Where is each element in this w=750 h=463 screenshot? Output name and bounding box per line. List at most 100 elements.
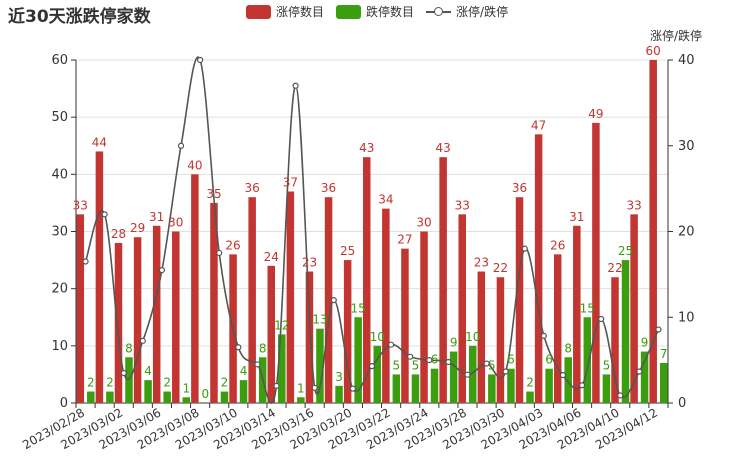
ratio-point (445, 358, 452, 366)
ratio-point (139, 337, 146, 344)
data-label-limit-down: 13 (312, 313, 327, 327)
data-label-limit-up: 26 (225, 238, 240, 252)
bar-limit-up (496, 277, 505, 403)
legend-label-limit-up: 涨停数目 (276, 5, 325, 19)
bar-limit-up (630, 214, 638, 403)
data-label-limit-up: 30 (168, 216, 183, 230)
legend-item-ratio[interactable]: 涨停/跌停 (426, 3, 508, 20)
bar-limit-down (316, 328, 324, 403)
bar-limit-down (659, 362, 668, 403)
bar-limit-up (210, 202, 218, 403)
bar-limit-up (515, 197, 524, 403)
y-left-tick-label: 10 (51, 339, 68, 354)
bar-limit-up (267, 265, 276, 403)
ratio-point (521, 245, 528, 252)
data-label-limit-down: 9 (641, 336, 649, 350)
bar-limit-up (534, 134, 543, 404)
bar-limit-down (220, 391, 229, 403)
bar-limit-up (592, 122, 600, 403)
data-label-limit-down: 1 (182, 381, 190, 395)
data-label-limit-down: 15 (351, 301, 366, 315)
bar-limit-up (401, 248, 409, 403)
ratio-point (349, 385, 357, 392)
data-label-limit-up: 36 (321, 181, 336, 195)
bar-limit-down (335, 385, 343, 403)
data-label-limit-up: 25 (340, 244, 355, 258)
y-right-tick-label: 40 (678, 53, 695, 68)
data-label-limit-up: 43 (435, 141, 450, 155)
ratio-point (292, 82, 299, 89)
ratio-point (407, 353, 414, 360)
bar-limit-up (95, 151, 104, 403)
bar-limit-down (449, 351, 458, 403)
data-label-limit-up: 23 (474, 256, 489, 270)
ratio-point (559, 372, 567, 379)
data-label-limit-up: 44 (92, 135, 107, 149)
ratio-point (273, 382, 280, 389)
bar-limit-down (392, 374, 401, 403)
data-label-limit-up: 31 (149, 210, 164, 224)
data-label-limit-down: 10 (465, 330, 480, 344)
bar-limit-down (640, 351, 649, 403)
bar-limit-up (76, 214, 85, 403)
data-label-limit-up: 47 (531, 118, 546, 132)
data-label-limit-up: 36 (512, 181, 527, 195)
bar-limit-up (248, 197, 256, 403)
legend-item-limit-down[interactable]: 跌停数目 (336, 3, 414, 20)
ratio-point (502, 368, 509, 375)
y-right-tick-label: 20 (678, 225, 695, 240)
data-label-limit-up: 22 (607, 261, 622, 275)
data-label-limit-up: 35 (206, 187, 221, 201)
bar-limit-down (564, 357, 572, 403)
data-label-limit-down: 5 (393, 358, 401, 372)
chart-title: 近30天涨跌停家数 (8, 7, 151, 27)
bar-limit-up (573, 225, 581, 403)
ratio-point (254, 361, 261, 368)
ratio-point (617, 392, 624, 399)
data-label-limit-down: 3 (335, 370, 343, 384)
bar-limit-up (305, 271, 314, 403)
y-left-tick-label: 50 (51, 110, 68, 125)
ratio-point (464, 371, 471, 378)
bar-limit-down (182, 397, 191, 403)
ratio-point (368, 363, 376, 370)
bar-limit-down (373, 345, 381, 403)
ratio-point (578, 382, 586, 389)
y-left-tick-label: 0 (60, 396, 68, 411)
bar-limit-up (133, 237, 142, 403)
ratio-point (426, 357, 433, 364)
data-label-limit-up: 40 (187, 158, 202, 172)
data-label-limit-down: 4 (240, 364, 248, 378)
bar-limit-down (507, 368, 515, 403)
data-label-limit-up: 24 (264, 250, 279, 264)
ratio-point (177, 142, 185, 149)
y-left-tick-label: 20 (51, 282, 68, 297)
data-label-limit-up: 23 (302, 256, 317, 270)
legend-item-limit-up[interactable]: 涨停数目 (246, 3, 324, 20)
data-label-limit-down: 7 (660, 347, 668, 361)
y-left-tick-label: 60 (51, 53, 68, 68)
ratio-point (235, 344, 242, 351)
bar-limit-down (87, 391, 95, 403)
ratio-point (101, 211, 108, 218)
data-label-limit-down: 4 (144, 364, 152, 378)
bar-limit-up (363, 157, 371, 403)
ratio-point (540, 332, 547, 339)
data-label-limit-down: 6 (545, 353, 553, 367)
bar-limit-down (297, 397, 305, 403)
ratio-point (655, 326, 662, 333)
data-label-limit-up: 49 (588, 107, 603, 121)
ratio-point (197, 56, 204, 64)
data-label-limit-down: 5 (603, 358, 611, 372)
data-label-limit-down: 8 (259, 341, 267, 355)
data-label-limit-down: 6 (431, 353, 439, 367)
data-label-limit-up: 37 (283, 175, 298, 189)
data-label-limit-down: 0 (202, 387, 210, 401)
y-right-tick-label: 30 (678, 139, 695, 154)
y-left-tick-label: 40 (51, 167, 68, 182)
data-label-limit-down: 6 (507, 353, 515, 367)
data-label-limit-up: 30 (416, 216, 431, 230)
bar-limit-up (343, 260, 352, 403)
